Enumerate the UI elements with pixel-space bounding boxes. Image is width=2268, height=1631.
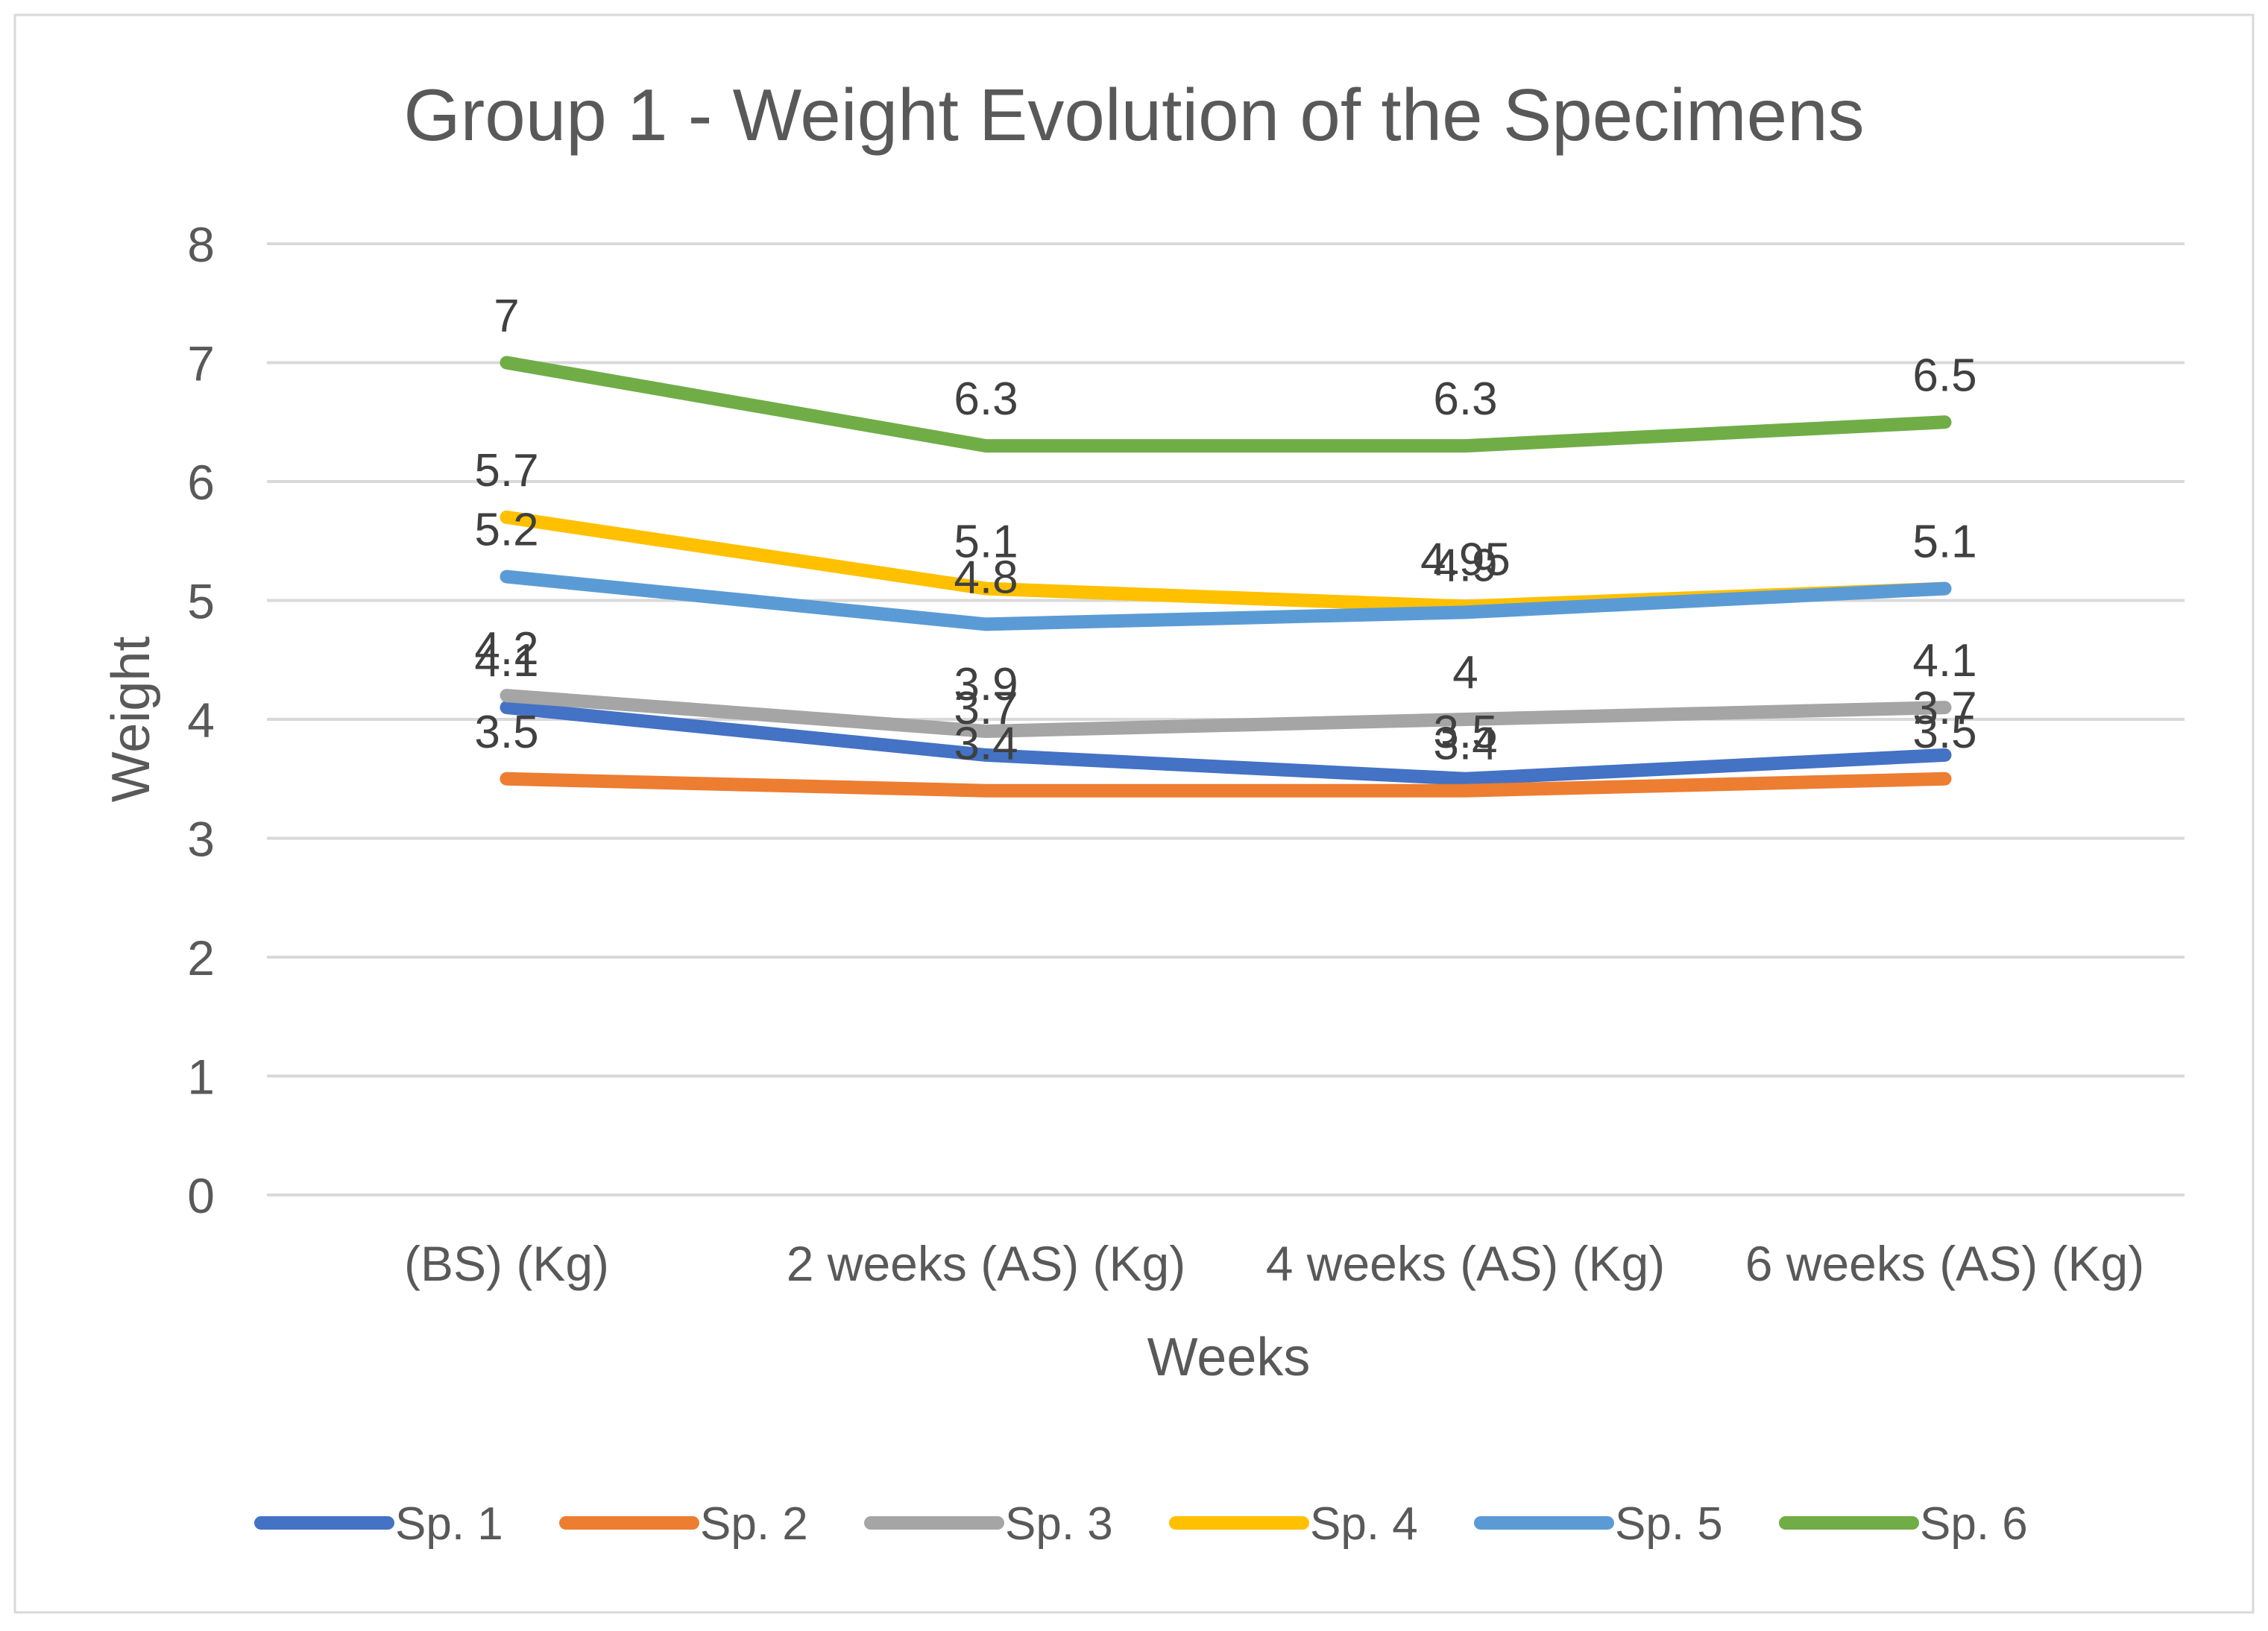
data-label: 6.3 <box>1433 373 1497 425</box>
y-tick-label: 8 <box>187 217 215 272</box>
data-label: 3.7 <box>1912 683 1976 734</box>
legend-item: Sp. 4 <box>1169 1498 1418 1550</box>
y-tick-label: 4 <box>187 693 215 748</box>
data-label: 4.9 <box>1433 540 1497 591</box>
legend-item: Sp. 6 <box>1779 1498 2028 1550</box>
data-label: 4.2 <box>474 623 538 675</box>
chart-border <box>13 13 2255 1614</box>
data-label: 5.7 <box>474 445 538 496</box>
legend-item: Sp. 3 <box>864 1498 1113 1550</box>
legend-label: Sp. 1 <box>395 1498 503 1550</box>
data-label: 3.4 <box>954 719 1018 770</box>
data-label: 5.1 <box>1912 517 1976 568</box>
legend-item: Sp. 5 <box>1474 1498 1723 1550</box>
data-label: 3.5 <box>1433 707 1497 758</box>
legend-label: Sp. 4 <box>1310 1498 1418 1550</box>
data-label: 7 <box>494 291 519 342</box>
legend-label: Sp. 2 <box>700 1498 808 1550</box>
data-label: 5.1 <box>954 517 1018 568</box>
legend-label: Sp. 5 <box>1615 1498 1723 1550</box>
y-tick-label: 1 <box>187 1050 215 1105</box>
x-axis-label: Weeks <box>1147 1328 1311 1387</box>
x-tick-label: 4 weeks (AS) (Kg) <box>1266 1236 1665 1291</box>
data-label: 3.7 <box>954 683 1018 734</box>
data-label: 4.8 <box>954 552 1018 603</box>
data-label: 3.4 <box>1433 719 1497 770</box>
chart-title: Group 1 - Weight Evolution of the Specim… <box>403 74 1864 156</box>
series-line-sp-3 <box>500 689 1952 738</box>
x-tick-label: 6 weeks (AS) (Kg) <box>1745 1236 2144 1291</box>
data-label: 3.5 <box>474 707 538 758</box>
series-line-sp-6 <box>500 356 1952 453</box>
data-labels: 4.13.7 3.5 3.73.5 3.4 3.4 3.54.23.9 4 4.15.75.1… <box>474 291 1976 770</box>
y-tick-label: 3 <box>187 812 215 867</box>
series-line-sp-1 <box>500 701 1952 786</box>
series-lines <box>500 356 1952 798</box>
data-label: 4.1 <box>1912 635 1976 687</box>
legend-label: Sp. 3 <box>1005 1498 1113 1550</box>
data-label: 5.1 <box>1912 517 1976 568</box>
y-tick-label: 5 <box>187 574 215 629</box>
y-tick-label: 2 <box>187 930 215 985</box>
data-label: 6.5 <box>1912 350 1976 401</box>
x-axis-ticks: (BS) (Kg) 2 weeks (AS) (Kg) 4 weeks (AS) (… <box>404 1236 2144 1291</box>
data-label: 3.5 <box>1912 707 1976 758</box>
legend: Sp. 1 Sp. 2 Sp. 3 Sp. 4 Sp. 5 Sp. 6 <box>254 1498 2028 1550</box>
data-label: 4.1 <box>474 635 538 687</box>
legend-item: Sp. 2 <box>559 1498 808 1550</box>
y-tick-label: 6 <box>187 455 215 510</box>
y-tick-label: 0 <box>187 1168 215 1223</box>
series-line-sp-2 <box>500 772 1952 798</box>
data-label: 6.3 <box>954 373 1018 425</box>
x-tick-label: (BS) (Kg) <box>404 1236 609 1291</box>
x-tick-label: 2 weeks (AS) (Kg) <box>787 1236 1185 1291</box>
legend-item: Sp. 1 <box>254 1498 503 1550</box>
y-axis-ticks: 0 1 2 3 4 5 6 7 8 <box>187 217 215 1223</box>
data-label: 4.95 <box>1420 534 1511 585</box>
data-label: 5.2 <box>474 505 538 556</box>
data-label: 4 <box>1452 647 1478 698</box>
y-tick-label: 7 <box>187 336 215 391</box>
series-line-sp-5 <box>500 570 1952 631</box>
y-axis-label: Weight <box>101 637 161 803</box>
data-label: 3.9 <box>954 659 1018 710</box>
legend-label: Sp. 6 <box>1920 1498 2028 1550</box>
